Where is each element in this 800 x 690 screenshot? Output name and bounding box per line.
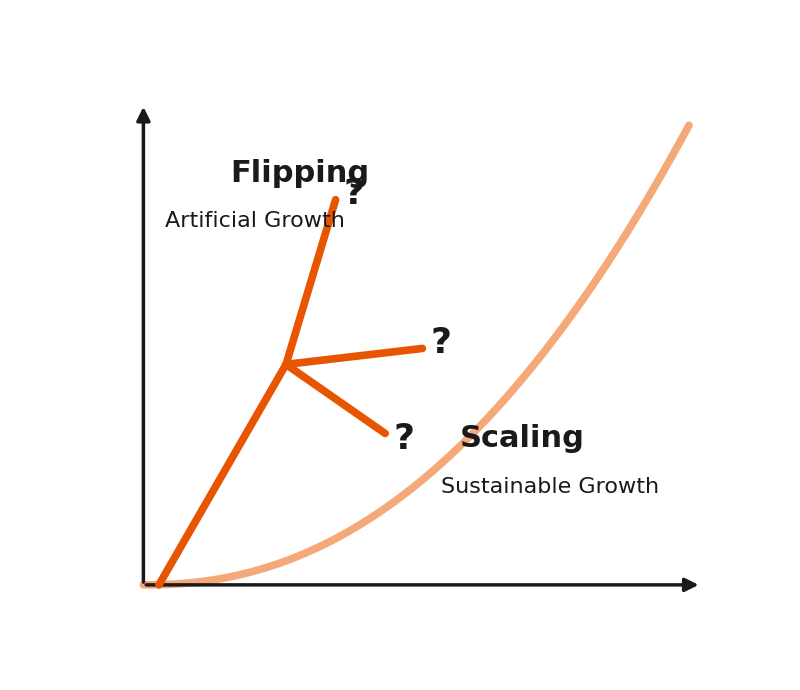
Text: Flipping: Flipping: [230, 159, 370, 188]
Text: ?: ?: [344, 177, 365, 211]
Text: ?: ?: [394, 422, 414, 456]
Text: Scaling: Scaling: [459, 424, 585, 453]
Text: Artificial Growth: Artificial Growth: [165, 211, 345, 231]
Text: Sustainable Growth: Sustainable Growth: [441, 477, 659, 497]
Text: ?: ?: [430, 326, 451, 360]
